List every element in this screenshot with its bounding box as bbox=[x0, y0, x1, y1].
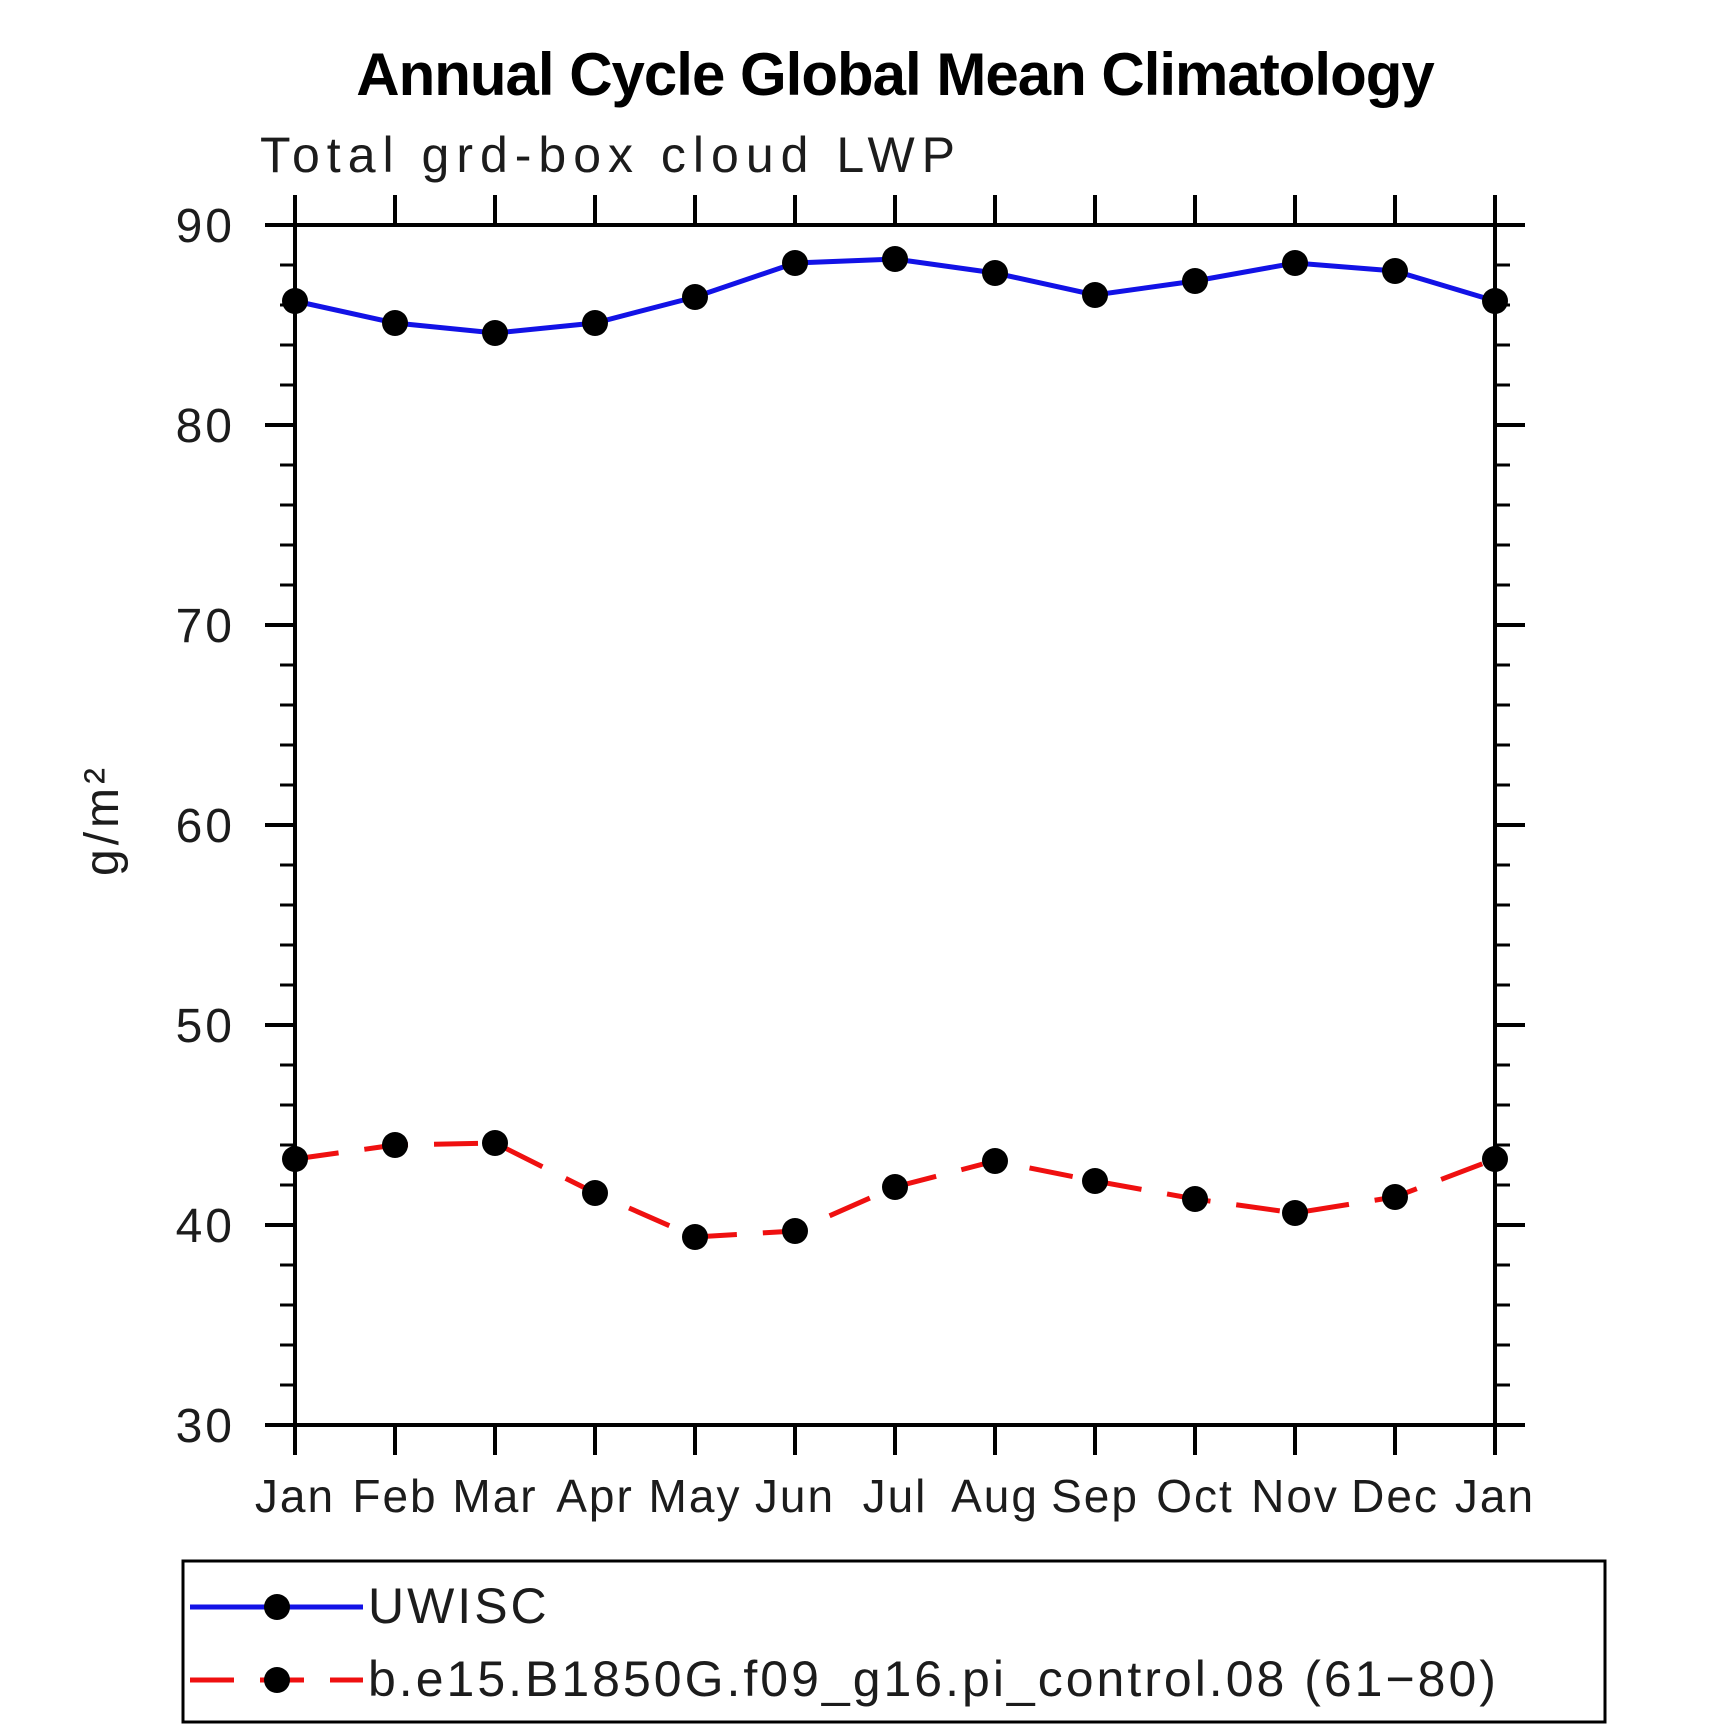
data-point-marker bbox=[1382, 258, 1408, 284]
series-model bbox=[282, 1130, 1508, 1250]
y-tick-label: 70 bbox=[176, 600, 235, 653]
data-point-marker bbox=[682, 284, 708, 310]
x-axis-ticks bbox=[293, 195, 1497, 1455]
legend-box bbox=[181, 1559, 1607, 1724]
data-point-marker bbox=[1082, 1168, 1108, 1194]
plot-frame bbox=[265, 195, 1525, 1455]
y-tick-label: 80 bbox=[176, 400, 235, 453]
data-point-marker bbox=[1482, 1146, 1508, 1172]
data-point-marker bbox=[282, 1146, 308, 1172]
data-point-marker bbox=[882, 1174, 908, 1200]
data-point-marker bbox=[482, 320, 508, 346]
y-tick-label: 40 bbox=[176, 1200, 235, 1253]
data-point-marker bbox=[1382, 1184, 1408, 1210]
y-tick-label: 30 bbox=[176, 1400, 235, 1453]
data-point-marker bbox=[1282, 250, 1308, 276]
x-tick-label: Jun bbox=[755, 1470, 835, 1522]
y-tick-label: 90 bbox=[176, 200, 235, 253]
data-point-marker bbox=[582, 1180, 608, 1206]
chart-title: Annual Cycle Global Mean Climatology bbox=[356, 41, 1435, 108]
data-point-marker bbox=[282, 288, 308, 314]
x-tick-label: Jan bbox=[255, 1470, 335, 1522]
x-tick-label: Sep bbox=[1051, 1470, 1139, 1522]
y-tick-label: 50 bbox=[176, 1000, 235, 1053]
legend-label: b.e15.B1850G.f09_g16.pi_control.08 (61−8… bbox=[368, 1651, 1499, 1707]
data-series bbox=[282, 246, 1508, 1250]
y-tick-label: 60 bbox=[176, 800, 235, 853]
y-axis-ticks bbox=[265, 223, 1525, 1427]
legend: UWISC b.e15.B1850G.f09_g16.pi_control.08 … bbox=[181, 1559, 1607, 1724]
data-point-marker bbox=[1182, 268, 1208, 294]
x-tick-label: Jan bbox=[1455, 1470, 1535, 1522]
data-point-marker bbox=[782, 250, 808, 276]
chart-subtitle: Total grd-box cloud LWP bbox=[260, 127, 962, 183]
data-point-marker bbox=[682, 1224, 708, 1250]
data-point-marker bbox=[1182, 1186, 1208, 1212]
data-point-marker bbox=[1482, 288, 1508, 314]
data-point-marker bbox=[882, 246, 908, 272]
data-point-marker bbox=[782, 1218, 808, 1244]
y-tick-labels: 30 40 50 60 70 80 90 bbox=[176, 200, 235, 1453]
data-point-marker bbox=[582, 310, 608, 336]
data-point-marker bbox=[382, 310, 408, 336]
data-point-marker bbox=[382, 1132, 408, 1158]
data-point-marker bbox=[1082, 282, 1108, 308]
legend-label: UWISC bbox=[368, 1578, 550, 1634]
x-tick-label: Mar bbox=[452, 1470, 537, 1522]
x-tick-label: Apr bbox=[556, 1470, 634, 1522]
x-tick-label: Oct bbox=[1156, 1470, 1234, 1522]
data-point-marker bbox=[482, 1130, 508, 1156]
y-axis-label: g/m² bbox=[76, 764, 129, 876]
x-tick-label: May bbox=[649, 1470, 742, 1522]
x-tick-label: Aug bbox=[951, 1470, 1039, 1522]
x-tick-label: Feb bbox=[352, 1470, 437, 1522]
data-point-marker bbox=[982, 1148, 1008, 1174]
x-tick-labels: Jan Feb Mar Apr May Jun Jul Aug Sep Oct Nov Dec Jan bbox=[255, 1470, 1535, 1522]
legend-marker bbox=[264, 1594, 290, 1620]
x-tick-label: Jul bbox=[863, 1470, 928, 1522]
data-point-marker bbox=[982, 260, 1008, 286]
series-uwisc bbox=[282, 246, 1508, 346]
data-point-marker bbox=[1282, 1200, 1308, 1226]
x-tick-label: Nov bbox=[1251, 1470, 1339, 1522]
x-tick-label: Dec bbox=[1351, 1470, 1439, 1522]
legend-marker bbox=[264, 1667, 290, 1693]
